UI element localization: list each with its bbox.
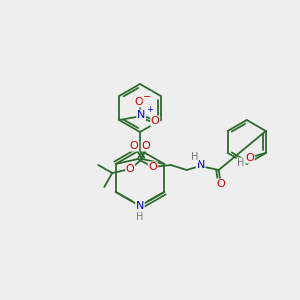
Text: O: O: [151, 116, 160, 126]
Text: O: O: [148, 162, 157, 172]
Text: O: O: [216, 179, 225, 189]
Text: +: +: [146, 106, 153, 115]
Text: O: O: [130, 141, 139, 151]
Text: N: N: [137, 110, 146, 120]
Text: O: O: [126, 164, 135, 174]
Text: H: H: [136, 212, 144, 222]
Text: N: N: [196, 160, 205, 170]
Text: O: O: [245, 153, 254, 163]
Text: O: O: [141, 141, 150, 151]
Text: H: H: [237, 158, 244, 168]
Text: −: −: [143, 92, 151, 102]
Text: O: O: [135, 97, 144, 107]
Text: H: H: [191, 152, 198, 162]
Text: N: N: [136, 201, 144, 211]
